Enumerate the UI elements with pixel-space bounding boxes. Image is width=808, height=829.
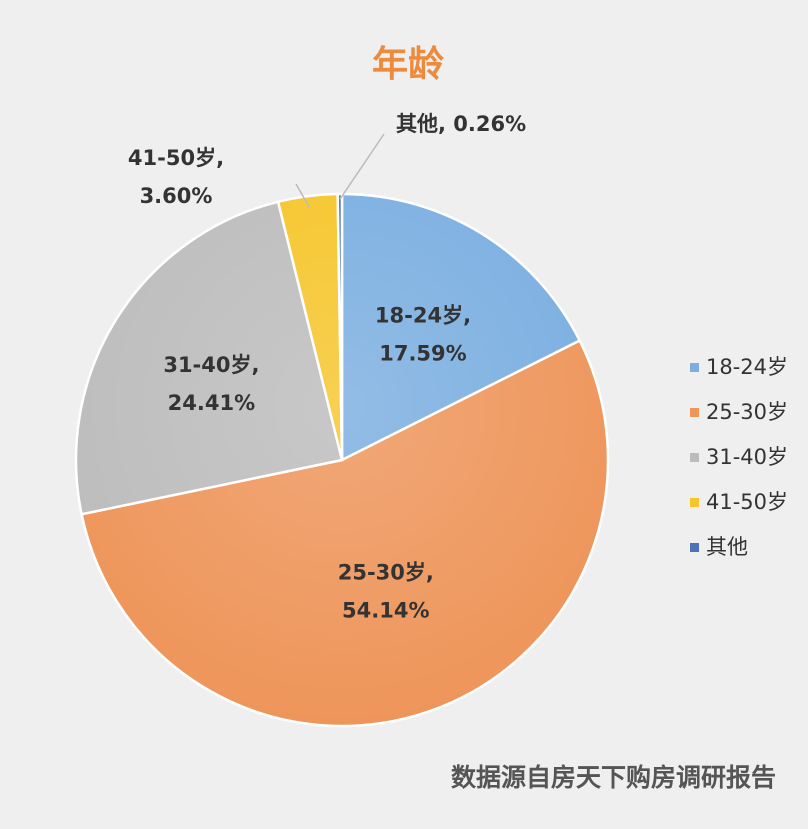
legend-label-other: 其他: [706, 535, 748, 559]
legend-swatch-other: [690, 543, 699, 552]
legend-label-31-40: 31-40岁: [706, 445, 788, 469]
legend-swatch-31-40: [690, 453, 699, 462]
legend-label-18-24: 18-24岁: [706, 355, 788, 379]
leader-line-41-50: [295, 183, 310, 208]
legend-label-25-30: 25-30岁: [706, 400, 788, 424]
data-label-31-40: 31-40岁, 24.41%: [163, 353, 259, 415]
legend-swatch-41-50: [690, 498, 699, 507]
legend-swatch-25-30: [690, 408, 699, 417]
leader-line-other: [339, 133, 385, 200]
data-label-25-30: 25-30岁, 54.14%: [338, 561, 434, 623]
source-note: 数据源自房天下购房调研报告: [451, 763, 776, 792]
legend-label-41-50: 41-50岁: [706, 490, 788, 514]
legend-swatch-18-24: [690, 363, 699, 372]
chart-title: 年龄: [372, 44, 444, 85]
data-label-18-24: 18-24岁, 17.59%: [375, 304, 471, 366]
data-label-41-50: 41-50岁, 3.60%: [128, 146, 224, 208]
data-label-other: 其他, 0.26%: [396, 112, 526, 136]
